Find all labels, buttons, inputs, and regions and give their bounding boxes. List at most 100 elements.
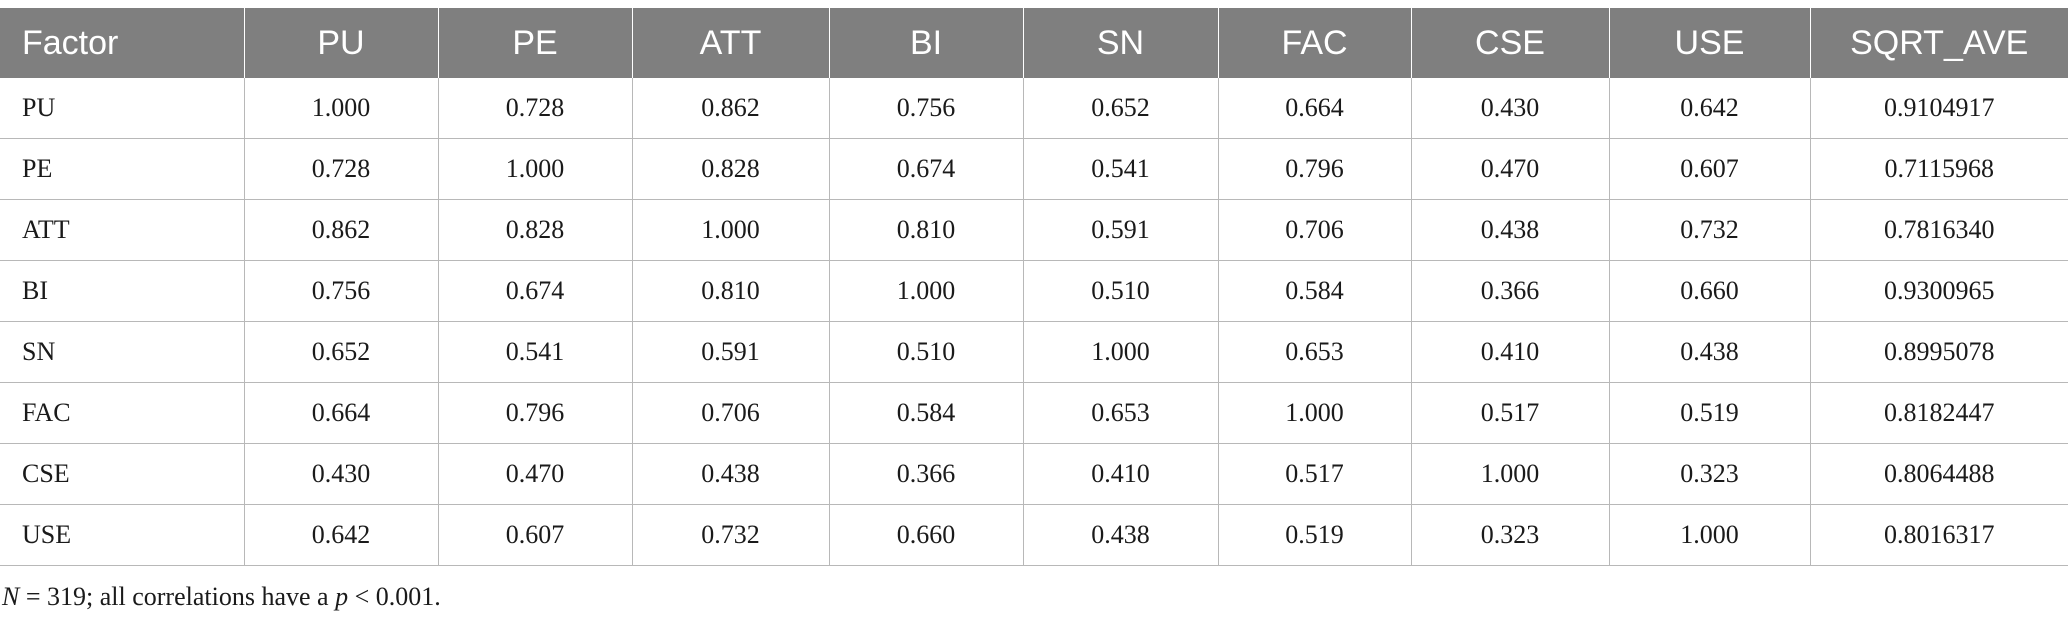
table-cell: 0.9300965 (1809, 260, 2068, 322)
table-cell: 0.674 (828, 138, 1023, 200)
table-cell: 0.828 (437, 199, 632, 261)
table-cell: 0.653 (1022, 382, 1218, 444)
table-row: BI 0.756 0.674 0.810 1.000 0.510 0.584 0.366 0.6… (0, 260, 2068, 322)
table-cell: 0.410 (1022, 443, 1218, 505)
table-cell: 0.796 (1217, 138, 1411, 200)
table-cell: 0.642 (243, 504, 438, 566)
table-cell: 0.323 (1410, 504, 1609, 566)
table-cell: 0.519 (1217, 504, 1411, 566)
row-label: PE (0, 138, 244, 200)
column-header-sn: SN (1022, 8, 1218, 78)
table-cell: 0.664 (243, 382, 438, 444)
table-cell: 0.8182447 (1809, 382, 2068, 444)
column-header-factor: Factor (0, 8, 244, 78)
table-cell: 0.323 (1608, 443, 1810, 505)
column-header-att: ATT (631, 8, 829, 78)
table-cell: 0.519 (1608, 382, 1810, 444)
table-cell: 0.674 (437, 260, 632, 322)
table-row: PE 0.728 1.000 0.828 0.674 0.541 0.796 0.470 0.6… (0, 138, 2068, 200)
table-row: USE 0.642 0.607 0.732 0.660 0.438 0.519 0.323 1.… (0, 504, 2068, 566)
table-cell: 0.607 (437, 504, 632, 566)
table-cell: 0.756 (828, 78, 1023, 139)
table-cell: 0.438 (1608, 321, 1810, 383)
table-cell: 0.541 (1022, 138, 1218, 200)
table-cell: 1.000 (437, 138, 632, 200)
table-cell: 1.000 (1608, 504, 1810, 566)
table-cell: 0.642 (1608, 78, 1810, 139)
column-header-sqrt-ave: SQRT_AVE (1809, 8, 2068, 78)
table-cell: 0.8995078 (1809, 321, 2068, 383)
table-cell: 0.584 (1217, 260, 1411, 322)
footnote-p-symbol: p (335, 582, 349, 611)
table-cell: 0.366 (1410, 260, 1609, 322)
table-cell: 1.000 (1217, 382, 1411, 444)
row-label: USE (0, 504, 244, 566)
table-cell: 0.438 (1022, 504, 1218, 566)
table-cell: 0.706 (1217, 199, 1411, 261)
footnote-n-symbol: N (2, 582, 20, 611)
row-label: SN (0, 321, 244, 383)
table-footnote: N = 319; all correlations have a p < 0.0… (2, 582, 441, 612)
table-row: SN 0.652 0.541 0.591 0.510 1.000 0.653 0.410 0.4… (0, 321, 2068, 383)
table-row: PU 1.000 0.728 0.862 0.756 0.652 0.664 0.430 0.6… (0, 78, 2068, 139)
table-cell: 0.410 (1410, 321, 1609, 383)
table-cell: 0.732 (1608, 199, 1810, 261)
table-cell: 0.828 (631, 138, 829, 200)
table-cell: 0.862 (243, 199, 438, 261)
row-label: BI (0, 260, 244, 322)
footnote-n-text: = 319; all correlations have a (19, 582, 336, 611)
table-cell: 0.728 (243, 138, 438, 200)
table-cell: 0.591 (1022, 199, 1218, 261)
table-cell: 0.517 (1217, 443, 1411, 505)
table-cell: 0.607 (1608, 138, 1810, 200)
table-cell: 0.660 (1608, 260, 1810, 322)
column-header-cse: CSE (1410, 8, 1609, 78)
table-cell: 0.470 (437, 443, 632, 505)
table-cell: 1.000 (1410, 443, 1609, 505)
table-cell: 0.810 (828, 199, 1023, 261)
table-cell: 0.591 (631, 321, 829, 383)
column-header-pe: PE (437, 8, 632, 78)
table-cell: 0.653 (1217, 321, 1411, 383)
table-cell: 0.9104917 (1809, 78, 2068, 139)
table-cell: 0.652 (1022, 78, 1218, 139)
column-header-pu: PU (243, 8, 438, 78)
table-cell: 0.517 (1410, 382, 1609, 444)
table-cell: 0.652 (243, 321, 438, 383)
table-row: FAC 0.664 0.796 0.706 0.584 0.653 1.000 0.517 0.… (0, 382, 2068, 444)
table-cell: 0.430 (1410, 78, 1609, 139)
table-cell: 0.706 (631, 382, 829, 444)
column-header-use: USE (1608, 8, 1810, 78)
table-cell: 0.664 (1217, 78, 1411, 139)
table-cell: 1.000 (1022, 321, 1218, 383)
table-cell: 0.732 (631, 504, 829, 566)
table-cell: 0.810 (631, 260, 829, 322)
table-cell: 1.000 (243, 78, 438, 139)
table-cell: 0.728 (437, 78, 632, 139)
header-row: Factor PU PE ATT BI SN FAC CSE USE SQRT_AVE (0, 8, 2068, 78)
correlation-table: Factor PU PE ATT BI SN FAC CSE USE SQRT_AVE PU 1.0… (0, 8, 2068, 566)
table-cell: 0.7816340 (1809, 199, 2068, 261)
table-row: ATT 0.862 0.828 1.000 0.810 0.591 0.706 0.438 0.… (0, 199, 2068, 261)
table-body: PU 1.000 0.728 0.862 0.756 0.652 0.664 0.430 0.6… (0, 78, 2068, 566)
footnote-p-text: < 0.001. (348, 582, 441, 611)
column-header-fac: FAC (1217, 8, 1411, 78)
table-cell: 0.438 (1410, 199, 1609, 261)
table-cell: 0.660 (828, 504, 1023, 566)
table-cell: 0.438 (631, 443, 829, 505)
table-cell: 0.510 (1022, 260, 1218, 322)
table-cell: 0.7115968 (1809, 138, 2068, 200)
table-cell: 0.584 (828, 382, 1023, 444)
table-row: CSE 0.430 0.470 0.438 0.366 0.410 0.517 1.000 0.… (0, 443, 2068, 505)
row-label: FAC (0, 382, 244, 444)
table-cell: 1.000 (631, 199, 829, 261)
table-cell: 0.862 (631, 78, 829, 139)
row-label: ATT (0, 199, 244, 261)
table-cell: 0.756 (243, 260, 438, 322)
row-label: CSE (0, 443, 244, 505)
table-cell: 0.470 (1410, 138, 1609, 200)
table-cell: 0.366 (828, 443, 1023, 505)
table-cell: 0.796 (437, 382, 632, 444)
correlation-table-container: Factor PU PE ATT BI SN FAC CSE USE SQRT_AVE PU 1.0… (0, 8, 2068, 566)
table-cell: 0.510 (828, 321, 1023, 383)
